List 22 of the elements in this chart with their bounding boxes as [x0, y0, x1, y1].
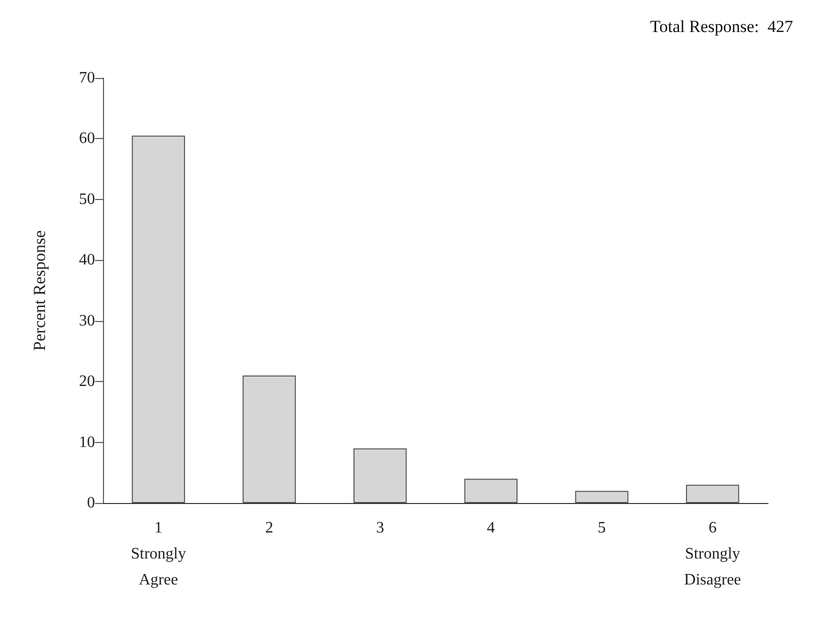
- x-tick-label: 6 Strongly Disagree: [684, 520, 742, 588]
- y-axis-title: Percent Response: [30, 230, 49, 351]
- bar: [242, 376, 296, 503]
- x-tick-label: 2: [265, 520, 274, 536]
- y-tick-label: 50: [79, 190, 95, 208]
- y-tick-label: 20: [79, 373, 95, 390]
- bar: [464, 478, 518, 503]
- chart-title: Total Response: 427: [650, 17, 794, 36]
- bar: [132, 136, 186, 503]
- bar: [575, 490, 628, 503]
- x-tick-label: 3: [376, 520, 384, 536]
- y-tick-label: 30: [79, 312, 95, 330]
- y-tick-label: 10: [79, 434, 95, 451]
- y-tick-label: 70: [79, 70, 95, 86]
- x-tick-label: 4: [486, 520, 495, 536]
- y-tick-label: 60: [79, 130, 95, 148]
- x-tick-label: 5: [598, 520, 606, 536]
- bar: [353, 448, 407, 503]
- bar: [686, 484, 740, 503]
- y-tick-label: 40: [79, 252, 95, 269]
- y-tick-label: 0: [87, 494, 95, 512]
- x-tick-label: 1 Strongly Agree: [130, 520, 186, 588]
